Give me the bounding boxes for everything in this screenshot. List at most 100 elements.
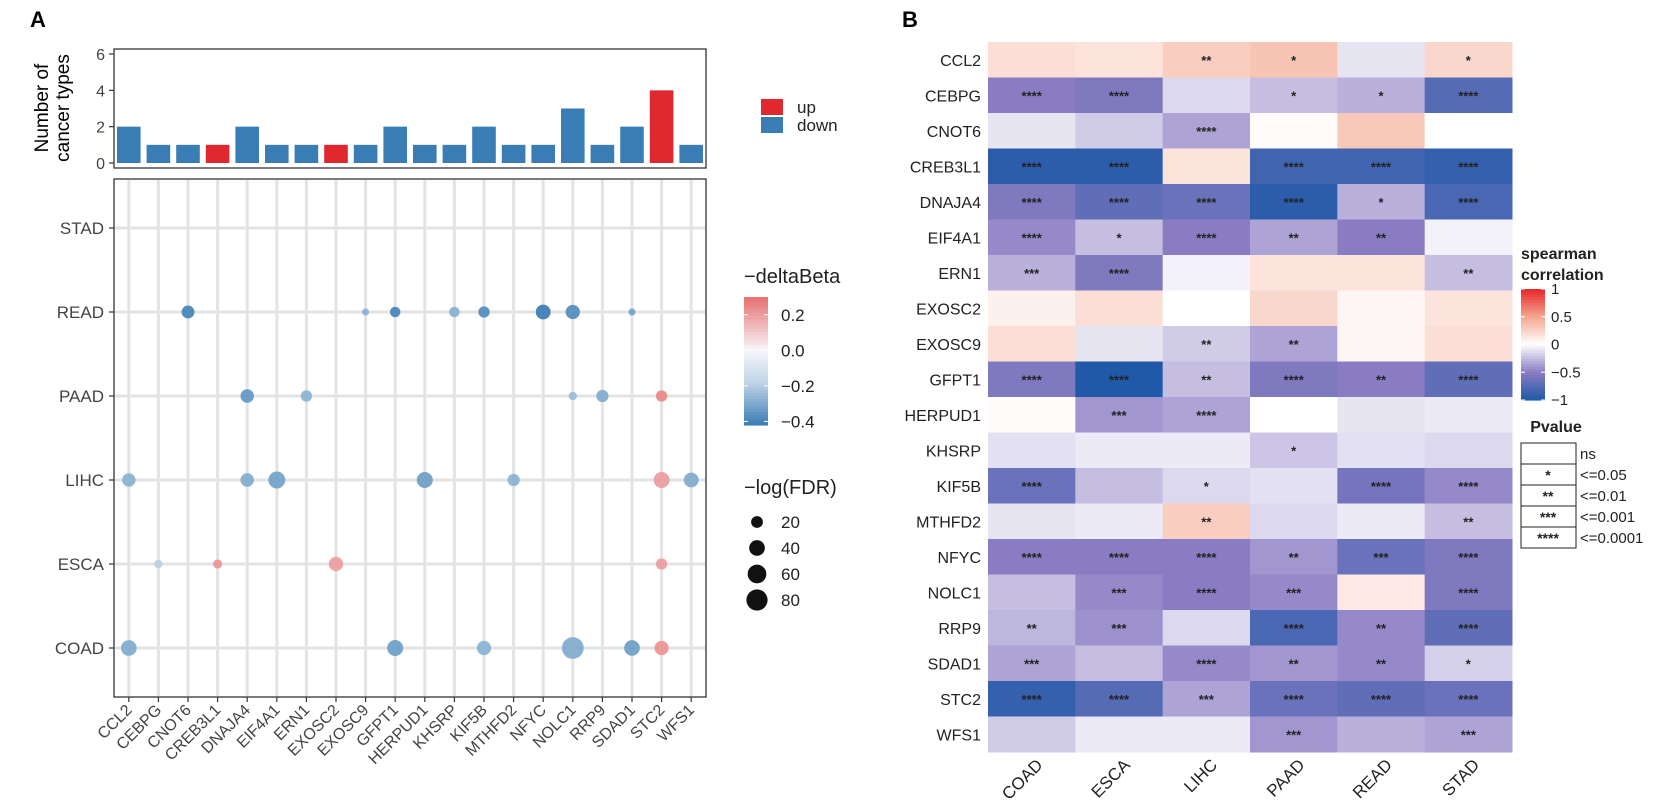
heatmap-cell-dnaja4-paad	[1250, 184, 1338, 220]
dot-ytick-label: READ	[57, 303, 104, 322]
heatmap-cell-cebpg-stad	[1424, 77, 1513, 114]
panel-b: B CCL2 ** * *CEBPG **** **** * * ****CNOT6 ****CR…	[902, 7, 1643, 804]
pvalue-legend-label: <=0.001	[1580, 509, 1635, 526]
dot-exosc2-esca	[328, 556, 344, 572]
heatmap-significance: ****	[1371, 692, 1392, 707]
logfdr-legend-dot	[747, 564, 767, 584]
bar-creb3l1	[205, 144, 230, 163]
deltabeta-gradient-step	[744, 306, 768, 311]
heatmap-cell-exosc9-read	[1337, 326, 1426, 362]
heatmap-significance: ****	[1284, 195, 1305, 210]
heatmap-cell-cnot6-paad	[1250, 113, 1338, 149]
heatmap-cell-nfyc-lihc	[1162, 539, 1251, 575]
spearman-gradient-step	[1521, 386, 1545, 390]
dot-sdad1-coad	[624, 640, 640, 656]
panel-label-b: B	[902, 7, 918, 32]
spearman-gradient-step	[1521, 341, 1545, 346]
heatmap-significance: ****	[1458, 195, 1479, 210]
heatmap-significance: ****	[1458, 621, 1479, 636]
heatmap-cell-stc2-paad	[1250, 681, 1338, 717]
heatmap-cell-kif5b-stad	[1424, 468, 1513, 504]
heatmap-significance: ****	[1022, 692, 1043, 707]
heatmap-cell-stc2-read	[1337, 681, 1426, 717]
heatmap-cell-rrp9-esca	[1075, 610, 1164, 646]
bar-cnot6	[176, 144, 200, 163]
logfdr-legend-label: 20	[781, 513, 800, 532]
heatmap-significance: ****	[1458, 692, 1479, 707]
heatmap-row-label: SDAD1	[928, 656, 981, 673]
pvalue-legend-title: Pvalue	[1530, 419, 1582, 436]
heatmap-cell-cebpg-lihc	[1162, 77, 1251, 114]
logfdr-legend-label: 40	[781, 539, 800, 558]
heatmap-cell-cnot6-stad	[1424, 113, 1513, 149]
bar-khsrp	[442, 144, 467, 163]
heatmap-cell-exosc9-coad	[988, 326, 1076, 362]
deltabeta-gradient-step	[744, 396, 768, 400]
heatmap-cell-dnaja4-coad	[988, 184, 1076, 220]
bar-ylabel-line1: Number of	[32, 63, 53, 152]
heatmap-cell-herpud1-paad	[1250, 397, 1338, 433]
bar-herpud1	[413, 144, 437, 163]
spearman-gradient-step	[1521, 375, 1545, 379]
heatmap-col-label: LIHC	[1180, 755, 1221, 796]
heatmap-cell-exosc9-paad	[1250, 326, 1338, 362]
heatmap-cell-wfs1-coad	[988, 716, 1076, 753]
spearman-tick-label: 1	[1551, 281, 1559, 298]
dot-cebpg-esca	[154, 559, 163, 569]
dot-gfpt1-read	[389, 306, 401, 318]
pvalue-legend-box	[1520, 442, 1577, 465]
dot-sdad1-read	[628, 308, 636, 316]
heatmap-cell-dnaja4-lihc	[1162, 184, 1251, 220]
heatmap-cell-khsrp-coad	[988, 432, 1076, 469]
heatmap-cell-wfs1-paad	[1250, 716, 1338, 753]
heatmap-significance: ****	[1196, 124, 1217, 139]
spearman-gradient-step	[1521, 316, 1545, 321]
deltabeta-gradient-step	[744, 297, 768, 301]
pvalue-legend-symbol: ****	[1537, 530, 1559, 546]
heatmap-cell-exosc2-paad	[1250, 290, 1338, 327]
deltabeta-gradient-step	[744, 399, 768, 404]
deltabeta-gradient-step	[744, 329, 768, 333]
heatmap-significance: **	[1201, 372, 1212, 387]
bar-frame	[113, 48, 707, 169]
spearman-gradient-step	[1521, 291, 1545, 296]
heatmap-row-label: CCL2	[940, 53, 981, 70]
panel-label-a: A	[30, 7, 46, 32]
pvalue-legend-label: ns	[1580, 446, 1596, 463]
deltabeta-gradient-step	[744, 364, 768, 368]
dot-legend: −deltaBeta 0.2 0.0 −0.2 −0.4 −log(FDR) 20 40 60 8…	[744, 266, 841, 611]
spearman-gradient-step	[1521, 305, 1545, 310]
heatmap-significance: ****	[1458, 550, 1479, 565]
spearman-gradient-step	[1521, 330, 1545, 334]
deltabeta-gradient-step	[744, 383, 768, 388]
heatmap-cell-gfpt1-lihc	[1162, 361, 1251, 398]
dot-eif4a1-lihc	[268, 471, 286, 489]
spearman-gradient-step	[1521, 322, 1545, 326]
heatmap-cell-gfpt1-stad	[1424, 361, 1513, 398]
dot-exosc9-read	[362, 308, 370, 316]
heatmap-cell-khsrp-lihc	[1162, 432, 1251, 469]
deltabeta-gradient-step	[744, 412, 768, 416]
dot-nolc1-read	[565, 304, 580, 320]
spearman-gradient-step	[1521, 344, 1545, 348]
heatmap-significance: ****	[1022, 195, 1043, 210]
heatmap-cell-eif4a1-coad	[988, 219, 1076, 256]
heatmap-cell-herpud1-esca	[1075, 397, 1164, 433]
pvalue-legend-symbol: ***	[1540, 509, 1557, 525]
heatmap-cell-nolc1-esca	[1075, 574, 1164, 611]
heatmap-cell-ern1-paad	[1250, 255, 1338, 291]
deltabeta-gradient-step	[744, 319, 768, 324]
heatmap-significance: *	[1378, 195, 1384, 210]
heatmap-cell-rrp9-paad	[1250, 610, 1338, 646]
deltabeta-gradient-step	[744, 351, 768, 356]
heatmap-significance: ***	[1024, 656, 1040, 671]
heatmap-cell-gfpt1-coad	[988, 361, 1076, 398]
dot-gfpt1-coad	[387, 639, 404, 657]
heatmap-row-label: EXOSC9	[916, 337, 981, 354]
deltabeta-gradient-step	[744, 370, 768, 375]
heatmap-significance: ****	[1022, 230, 1043, 245]
bar-mthfd2	[501, 144, 526, 163]
deltabeta-gradient-step	[744, 377, 768, 381]
heatmap-significance: **	[1463, 266, 1474, 281]
pvalue-legend-label: <=0.0001	[1580, 530, 1643, 547]
